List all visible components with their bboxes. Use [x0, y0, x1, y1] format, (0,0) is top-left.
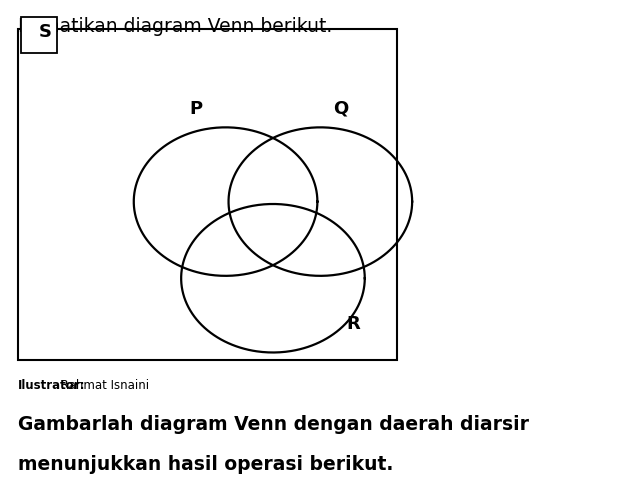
Bar [19, 29, 397, 360]
Bar [21, 17, 57, 53]
Text: S: S [38, 22, 51, 40]
Text: R: R [346, 315, 360, 333]
Text: menunjukkan hasil operasi berikut.: menunjukkan hasil operasi berikut. [19, 456, 394, 475]
Text: Perhatikan diagram Venn berikut.: Perhatikan diagram Venn berikut. [19, 17, 333, 36]
Text: Gambarlah diagram Venn dengan daerah diarsir: Gambarlah diagram Venn dengan daerah dia… [19, 415, 529, 434]
Text: Ilustrator:: Ilustrator: [19, 379, 86, 392]
Text: P: P [189, 100, 202, 118]
Text: Rahmat Isnaini: Rahmat Isnaini [57, 379, 149, 392]
Text: Q: Q [333, 100, 349, 118]
